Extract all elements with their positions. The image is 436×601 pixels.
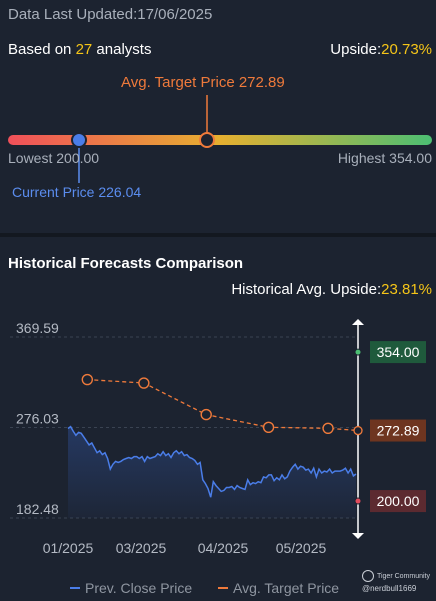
avg-target-point [322, 422, 334, 435]
avg-target-point [200, 408, 212, 421]
avg-target-point [262, 421, 275, 434]
x-tick-label: 05/2025 [276, 540, 327, 556]
legend-avg-target[interactable]: Avg. Target Price [218, 580, 339, 596]
watermark-user: @nerdbull1669 [361, 584, 417, 593]
y-tick-label: 369.59 [16, 320, 59, 336]
legend-line-icon [70, 587, 80, 590]
price-tag-box [370, 419, 426, 442]
upside-value: 20.73% [381, 41, 432, 58]
historical-upside-value: 23.81% [381, 281, 432, 298]
range-bar [8, 135, 432, 145]
x-tick-label: 03/2025 [116, 540, 167, 556]
historical-upside-text: Historical Avg. Upside:23.81% [231, 281, 432, 298]
current-price-marker [71, 132, 87, 148]
analyst-count: 27 [75, 41, 93, 58]
range-bottom-arrow-icon [352, 533, 364, 539]
historical-forecast-chart: 369.59 276.03 182.48 01/2025 03/2025 04/2025 0… [10, 319, 426, 556]
price-tag-label: 354.00 [377, 344, 420, 360]
price-tag-label: 200.00 [377, 493, 420, 509]
avg-target-marker [199, 132, 215, 148]
data-updated-text: Data Last Updated:17/06/2025 [8, 6, 213, 23]
legend-prev-close[interactable]: Prev. Close Price [70, 580, 192, 596]
price-tag-box [370, 490, 426, 513]
price-tag-label: 272.89 [377, 423, 420, 439]
price-tag-box [370, 341, 426, 364]
legend-line-icon [218, 587, 228, 590]
avg-target-point [81, 373, 94, 386]
lowest-label: Lowest 200.00 [8, 150, 100, 166]
section-divider [0, 233, 436, 237]
tiger-logo-icon [361, 570, 374, 582]
y-tick-label: 276.03 [16, 411, 59, 427]
upside-text: Upside:20.73% [330, 41, 432, 58]
x-tick-label: 01/2025 [43, 540, 94, 556]
price-tag-marker [354, 497, 362, 505]
avg-target-point [353, 425, 363, 436]
x-tick-label: 04/2025 [198, 540, 249, 556]
analyst-count-text: Based on 27 analysts [8, 41, 152, 58]
historical-title: Historical Forecasts Comparison [8, 255, 244, 272]
close-price-area [68, 426, 356, 518]
y-tick-label: 182.48 [16, 501, 59, 517]
avg-target-label: Avg. Target Price 272.89 [121, 74, 285, 91]
close-price-line [67, 425, 357, 498]
range-top-arrow-icon [352, 319, 364, 325]
price-tag-marker [354, 348, 362, 356]
price-range-bar [8, 95, 432, 183]
highest-label: Highest 354.00 [337, 150, 432, 166]
watermark: Tiger Community @nerdbull1669 [361, 570, 430, 593]
avg-target-point [138, 377, 150, 389]
current-price-label: Current Price 226.04 [12, 184, 142, 200]
avg-target-line [87, 378, 359, 432]
